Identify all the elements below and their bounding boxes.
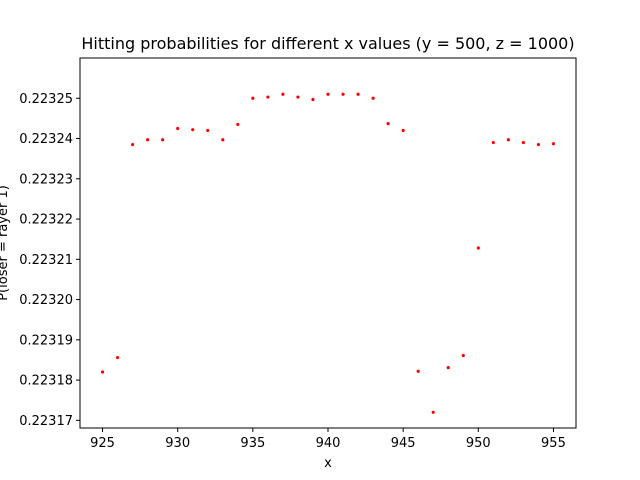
data-point [461, 353, 465, 358]
data-point [431, 410, 435, 414]
x-tick-label: 955 [541, 436, 566, 451]
y-tick-label: 0.22318 [19, 374, 73, 389]
x-tick-label: 945 [391, 436, 416, 451]
data-point [296, 95, 300, 99]
data-point [161, 138, 165, 142]
x-tick-label: 930 [165, 436, 190, 451]
y-tick-label: 0.22323 [19, 172, 73, 187]
y-tick-label: 0.22317 [19, 414, 73, 429]
data-point [341, 92, 345, 96]
data-point [146, 138, 150, 142]
data-point [191, 128, 195, 132]
y-tick-label: 0.22319 [19, 333, 73, 348]
data-point [311, 97, 315, 102]
data-point [476, 246, 480, 250]
y-tick-label: 0.22322 [19, 213, 73, 228]
data-point [491, 140, 495, 145]
data-point [506, 138, 510, 142]
data-point [521, 140, 525, 145]
data-point [266, 95, 270, 99]
data-point [206, 128, 210, 133]
x-tick-label: 925 [90, 436, 115, 451]
y-tick-label: 0.22324 [19, 132, 73, 147]
data-point [100, 370, 105, 374]
data-point [326, 92, 330, 96]
data-point [551, 142, 556, 146]
data-point [236, 122, 240, 127]
data-point [115, 355, 120, 360]
chart-title: Hitting probabilities for different x va… [81, 34, 574, 53]
data-point [446, 366, 450, 370]
data-point [251, 96, 255, 100]
data-points [100, 92, 556, 414]
data-point [356, 92, 360, 96]
data-point [281, 92, 285, 96]
y-axis-label: P(loser = rayer 1) [0, 185, 11, 301]
x-tick-label: 935 [240, 436, 265, 451]
data-point [221, 138, 225, 142]
x-tick-label: 950 [466, 436, 491, 451]
y-tick-label: 0.22320 [19, 293, 73, 308]
data-point [536, 142, 541, 147]
plot-background [80, 58, 576, 428]
data-point [386, 122, 390, 126]
y-tick-label: 0.22321 [19, 253, 73, 268]
x-tick-label: 940 [316, 436, 341, 451]
x-axis-label: x [324, 456, 332, 471]
y-axis-ticks: 0.22317 0.22318 0.22319 0.22320 0.22321 0.223… [19, 92, 80, 429]
x-axis-ticks: 925 930 935 940 945 950 955 [90, 428, 566, 451]
y-tick-label: 0.22325 [19, 92, 73, 107]
data-point [176, 126, 180, 131]
data-point [416, 369, 420, 373]
data-point [371, 96, 375, 100]
data-point [131, 142, 135, 147]
data-point [401, 128, 405, 133]
